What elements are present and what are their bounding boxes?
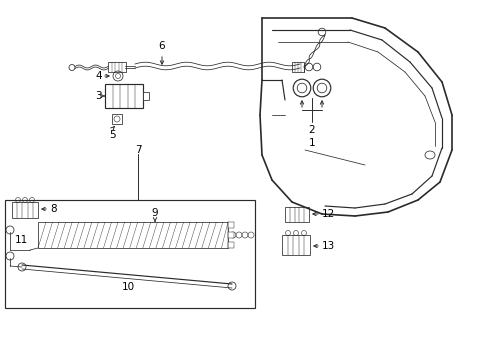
Text: 2: 2: [308, 125, 315, 135]
Text: 12: 12: [321, 209, 335, 219]
Text: 9: 9: [151, 208, 158, 218]
Bar: [227, 222, 234, 228]
Bar: [285, 207, 308, 222]
Bar: [105, 84, 142, 108]
Bar: [227, 232, 234, 238]
Text: 13: 13: [321, 241, 335, 251]
Text: 1: 1: [308, 138, 315, 148]
Bar: [112, 114, 122, 124]
Bar: [12, 202, 38, 218]
Bar: [5, 200, 254, 308]
Text: 8: 8: [50, 204, 57, 214]
Text: 5: 5: [108, 130, 115, 140]
Text: 4: 4: [95, 71, 102, 81]
Bar: [291, 62, 304, 72]
Text: 7: 7: [134, 145, 141, 155]
Bar: [282, 235, 309, 255]
Text: 10: 10: [121, 282, 134, 292]
Text: 3: 3: [95, 91, 102, 101]
Bar: [108, 62, 126, 72]
Text: 6: 6: [159, 41, 165, 51]
Bar: [227, 242, 234, 248]
Bar: [142, 92, 149, 100]
Bar: [38, 222, 227, 248]
Text: 11: 11: [15, 235, 28, 245]
